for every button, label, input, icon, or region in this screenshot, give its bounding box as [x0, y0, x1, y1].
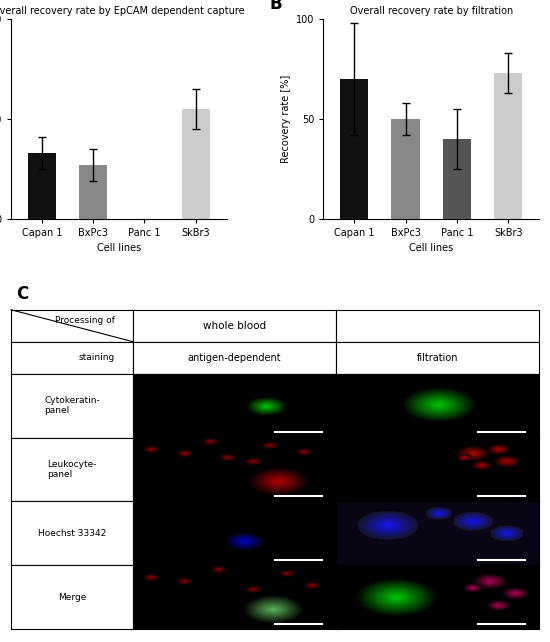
Bar — [340, 79, 368, 219]
Bar — [392, 119, 420, 219]
X-axis label: Cell lines: Cell lines — [409, 243, 453, 254]
Text: antigen-dependent: antigen-dependent — [188, 352, 281, 363]
Text: C: C — [16, 285, 29, 304]
Title: Overall recovery rate by filtration: Overall recovery rate by filtration — [350, 6, 513, 15]
Title: Overall recovery rate by EpCAM dependent capture: Overall recovery rate by EpCAM dependent… — [0, 6, 245, 15]
Text: whole blood: whole blood — [203, 321, 266, 331]
Text: staining: staining — [78, 353, 114, 362]
Y-axis label: Recovery rate [%]: Recovery rate [%] — [280, 75, 290, 163]
Bar — [79, 165, 107, 219]
Text: Merge: Merge — [58, 593, 86, 602]
Bar — [182, 109, 210, 219]
Text: Leukocyte-
panel: Leukocyte- panel — [47, 460, 97, 479]
Bar — [28, 153, 56, 219]
Bar — [443, 139, 471, 219]
Text: Cytokeratin-
panel: Cytokeratin- panel — [44, 396, 100, 415]
Text: B: B — [270, 0, 282, 13]
X-axis label: Cell lines: Cell lines — [97, 243, 141, 254]
Text: Hoechst 33342: Hoechst 33342 — [38, 529, 106, 538]
Bar — [494, 73, 522, 219]
Text: filtration: filtration — [417, 352, 458, 363]
Text: Processing of: Processing of — [54, 316, 114, 325]
